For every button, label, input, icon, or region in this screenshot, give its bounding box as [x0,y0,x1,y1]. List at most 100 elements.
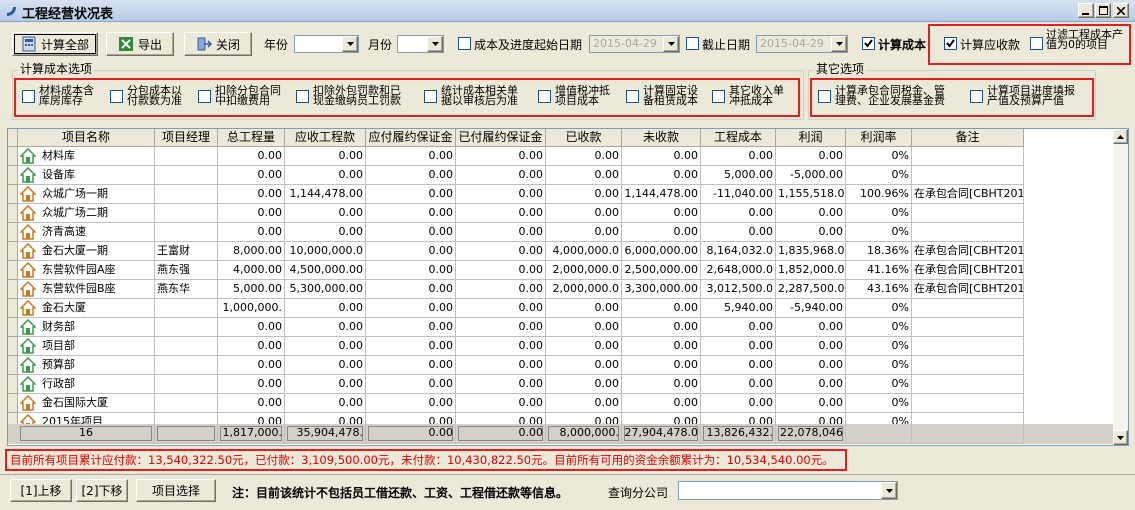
table-cell[interactable]: 0.00 [546,413,622,424]
table-cell[interactable]: 在承包合同[CBHT201 [912,185,1024,204]
table-cell[interactable] [155,337,218,356]
toolbar-button[interactable]: 关闭 [184,32,252,56]
table-cell[interactable] [912,223,1024,242]
table-cell[interactable]: 0.00 [456,242,546,261]
scroll-up[interactable] [1113,129,1128,144]
table-cell[interactable]: 3,012,500.0 [701,280,776,299]
table-cell[interactable]: 0.00 [546,185,622,204]
table-cell[interactable]: 18.36% [846,242,912,261]
table-cell[interactable]: 2,000,000.0 [546,280,622,299]
dropdown-button[interactable] [831,36,847,52]
table-cell[interactable]: 0.00 [218,185,285,204]
checkbox[interactable] [538,90,551,103]
table-cell[interactable]: 0.00 [622,223,701,242]
table-cell[interactable]: 0.00 [622,413,701,424]
table-cell[interactable]: 0.00 [701,318,776,337]
table-cell[interactable]: 0.00 [456,223,546,242]
table-cell[interactable]: 0.00 [366,166,456,185]
column-header[interactable]: 项目名称 [18,129,155,147]
table-cell[interactable]: 8,000.00 [218,242,285,261]
table-cell[interactable]: 0.00 [546,356,622,375]
table-cell[interactable] [155,185,218,204]
table-cell[interactable]: 0.00 [701,204,776,223]
table-cell[interactable]: 100.96% [846,185,912,204]
table-cell[interactable]: 6,000,000.00 [622,242,701,261]
table-cell[interactable]: 2,000,000.0 [546,261,622,280]
checkbox[interactable] [862,37,875,50]
table-cell[interactable]: 0.00 [546,299,622,318]
table-cell[interactable]: 0.00 [366,356,456,375]
table-cell[interactable]: 0.00 [285,337,366,356]
table-cell[interactable]: 0% [846,394,912,413]
table-cell[interactable] [155,413,218,424]
table-cell[interactable]: 0.00 [285,413,366,424]
table-cell[interactable]: 0.00 [456,280,546,299]
table-cell[interactable]: 0.00 [218,337,285,356]
table-cell[interactable]: 0.00 [622,394,701,413]
table-cell[interactable] [912,318,1024,337]
table-cell[interactable] [155,147,218,166]
table-cell[interactable]: 材料库 [18,147,155,166]
footer-button[interactable]: 项目选择 [136,479,216,502]
table-cell[interactable]: 0.00 [546,337,622,356]
table-cell[interactable]: 0.00 [285,375,366,394]
table-cell[interactable]: 0.00 [285,204,366,223]
table-cell[interactable]: 金石大厦 [18,299,155,318]
table-cell[interactable]: 0.00 [546,375,622,394]
minimize-button[interactable] [1078,3,1094,18]
table-cell[interactable]: 0% [846,223,912,242]
table-cell[interactable]: 0% [846,356,912,375]
table-cell[interactable]: 在承包合同[CBHT201 [912,261,1024,280]
table-cell[interactable]: 2,648,000.0 [701,261,776,280]
table-cell[interactable]: 0% [846,147,912,166]
table-cell[interactable]: 1,000,000. [218,299,285,318]
table-cell[interactable]: 0.00 [218,318,285,337]
table-cell[interactable]: 0.00 [366,223,456,242]
column-header[interactable]: 利润率 [846,129,912,147]
table-cell[interactable]: 济青高速 [18,223,155,242]
checkbox[interactable] [970,90,983,103]
table-cell[interactable]: 0% [846,413,912,424]
checkbox[interactable] [626,90,639,103]
footer-button[interactable]: [1]上移 [10,479,72,502]
table-cell[interactable]: 金石国际大厦 [18,394,155,413]
table-cell[interactable]: 1,144,478.00 [285,185,366,204]
table-cell[interactable]: 0.00 [622,204,701,223]
table-cell[interactable]: 5,000.00 [701,166,776,185]
checkbox[interactable] [1030,37,1043,50]
table-cell[interactable]: 0.00 [776,223,846,242]
checkbox[interactable] [818,90,831,103]
table-cell[interactable]: 东营软件园B座 [18,280,155,299]
table-cell[interactable]: 财务部 [18,318,155,337]
table-cell[interactable]: 0.00 [366,280,456,299]
table-cell[interactable]: 预算部 [18,356,155,375]
table-cell[interactable]: 众城广场二期 [18,204,155,223]
table-cell[interactable]: 1,852,000.0 [776,261,846,280]
table-cell[interactable]: 行政部 [18,375,155,394]
table-cell[interactable]: 5,000.00 [218,280,285,299]
table-cell[interactable] [912,394,1024,413]
table-cell[interactable]: 0.00 [546,223,622,242]
column-header[interactable]: 已付履约保证金 [456,129,546,147]
table-cell[interactable]: 0.00 [776,375,846,394]
table-cell[interactable]: 0.00 [456,375,546,394]
table-cell[interactable]: 0% [846,318,912,337]
combo-box[interactable]: 2015-04-29 [756,35,848,53]
close-window-button[interactable] [1113,3,1129,18]
table-cell[interactable]: 3,300,000.00 [622,280,701,299]
table-cell[interactable]: 0.00 [776,318,846,337]
table-cell[interactable]: 金石大厦一期 [18,242,155,261]
table-cell[interactable]: 0.00 [366,318,456,337]
table-cell[interactable]: 0.00 [622,375,701,394]
combo-box[interactable]: 2015-04-29 [589,35,680,53]
table-cell[interactable]: 0.00 [456,185,546,204]
table-cell[interactable]: -11,040.00 [701,185,776,204]
table-cell[interactable] [155,204,218,223]
column-header[interactable]: 应收工程款 [285,129,366,147]
table-cell[interactable]: 0.00 [701,356,776,375]
table-cell[interactable]: 0.00 [776,337,846,356]
table-cell[interactable]: 0.00 [366,375,456,394]
column-header[interactable]: 未收款 [622,129,701,147]
table-cell[interactable]: 0.00 [546,204,622,223]
table-cell[interactable]: 0% [846,204,912,223]
